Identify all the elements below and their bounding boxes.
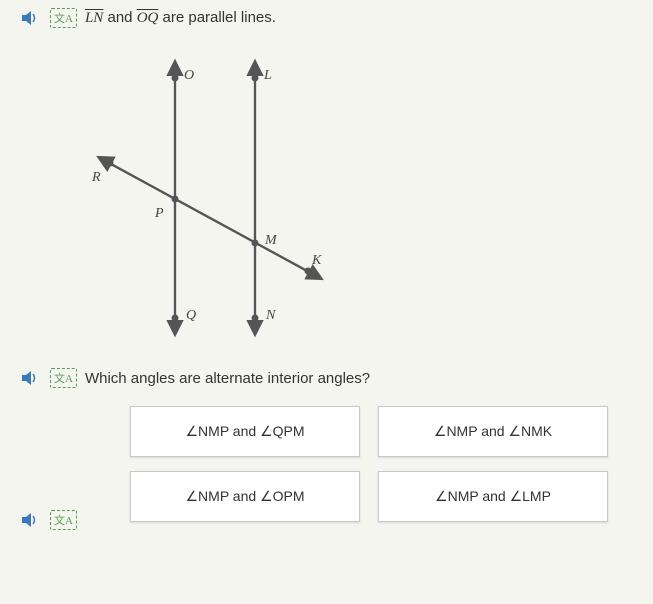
translate-icon[interactable]: 文A bbox=[50, 368, 77, 388]
question-row: 文A Which angles are alternate interior a… bbox=[20, 368, 633, 388]
speaker-svg bbox=[20, 511, 42, 529]
statement-row: 文A LN and OQ are parallel lines. bbox=[20, 8, 633, 28]
label-R: R bbox=[92, 170, 101, 186]
point-P-dot bbox=[172, 196, 179, 203]
parallel-statement: LN and OQ are parallel lines. bbox=[85, 9, 276, 27]
label-Q: Q bbox=[186, 308, 196, 324]
label-P: P bbox=[155, 206, 164, 222]
label-M: M bbox=[265, 233, 277, 249]
sound-icon[interactable] bbox=[20, 369, 42, 387]
line-RK-right bbox=[100, 158, 320, 278]
label-O: O bbox=[184, 68, 194, 84]
sound-icon[interactable] bbox=[20, 511, 42, 529]
point-M-dot bbox=[252, 240, 259, 247]
answer-option-c[interactable]: ∠NMP and ∠OPM bbox=[130, 471, 360, 522]
speaker-svg bbox=[20, 9, 42, 27]
answer-icons-row: 文A bbox=[20, 510, 77, 530]
geometry-diagram: O L R P M K Q N bbox=[80, 48, 360, 348]
answer-option-a[interactable]: ∠NMP and ∠QPM bbox=[130, 406, 360, 457]
diagram-svg bbox=[80, 48, 360, 348]
label-L: L bbox=[264, 68, 272, 84]
point-K-dot bbox=[305, 268, 312, 275]
line-LN: LN bbox=[85, 10, 103, 26]
label-N: N bbox=[266, 308, 275, 324]
answer-option-b[interactable]: ∠NMP and ∠NMK bbox=[378, 406, 608, 457]
point-R-dot bbox=[107, 160, 114, 167]
point-L-dot bbox=[252, 75, 259, 82]
line-OQ: OQ bbox=[137, 10, 159, 26]
sound-icon[interactable] bbox=[20, 9, 42, 27]
answer-option-d[interactable]: ∠NMP and ∠LMP bbox=[378, 471, 608, 522]
label-K: K bbox=[312, 253, 321, 269]
question-text: Which angles are alternate interior angl… bbox=[85, 370, 370, 387]
point-Q-dot bbox=[172, 315, 179, 322]
point-O-dot bbox=[172, 75, 179, 82]
point-N-dot bbox=[252, 315, 259, 322]
speaker-svg bbox=[20, 369, 42, 387]
translate-icon[interactable]: 文A bbox=[50, 510, 77, 530]
translate-icon[interactable]: 文A bbox=[50, 8, 77, 28]
answer-grid: ∠NMP and ∠QPM ∠NMP and ∠NMK ∠NMP and ∠OP… bbox=[130, 406, 633, 522]
